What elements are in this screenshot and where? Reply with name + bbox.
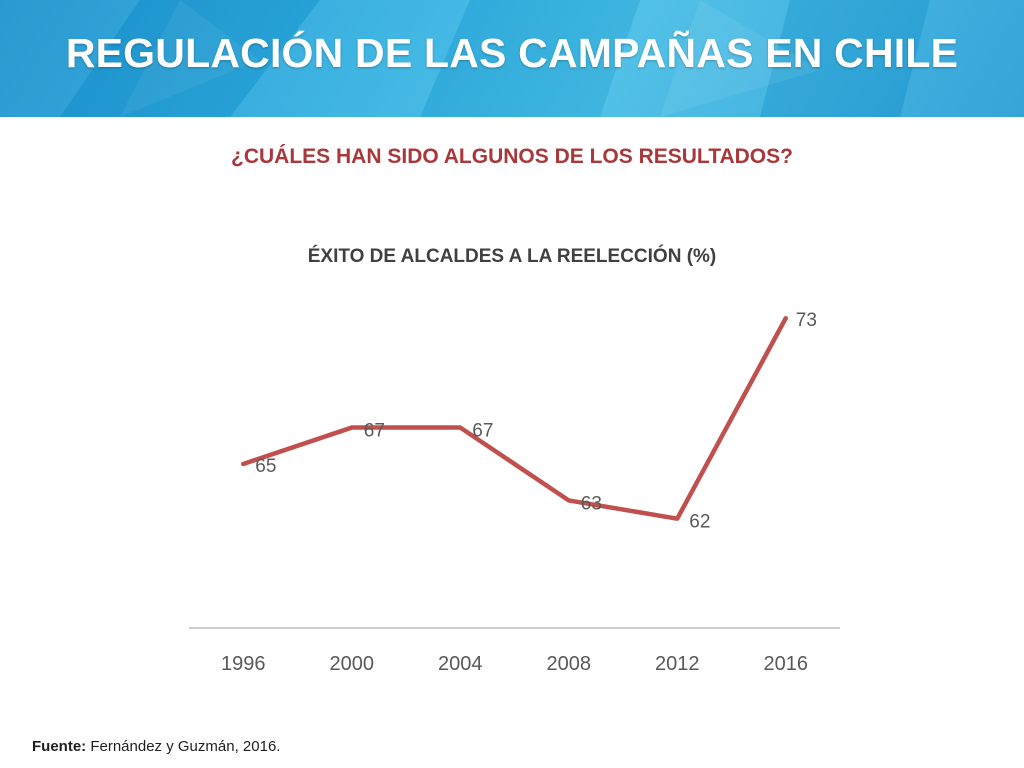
banner-pattern: [0, 0, 1024, 117]
chart-title: ÉXITO DE ALCALDES A LA REELECCIÓN (%): [307, 246, 717, 267]
slide-subtitle: ¿CUÁLES HAN SIDO ALGUNOS DE LOS RESULTAD…: [231, 145, 793, 168]
data-label: 63: [581, 493, 602, 514]
data-label: 73: [796, 310, 817, 331]
header-banner: REGULACIÓN DE LAS CAMPAÑAS EN CHILE: [0, 0, 1024, 117]
x-tick-label: 2016: [764, 653, 809, 675]
source-text: Fernández y Guzmán, 2016.: [90, 738, 281, 755]
series-line: [241, 315, 788, 521]
data-label: 67: [472, 421, 493, 442]
page-title: REGULACIÓN DE LAS CAMPAÑAS EN CHILE: [65, 30, 959, 76]
x-tick-label: 2004: [438, 653, 483, 675]
x-tick-label: 2008: [547, 653, 592, 675]
data-label: 62: [689, 512, 710, 533]
x-tick-label: 1996: [221, 653, 266, 675]
x-tick-label: 2000: [330, 653, 375, 675]
data-label: 65: [255, 456, 276, 477]
source-label: Fuente:: [32, 738, 87, 755]
source-note: Fuente: Fernández y Guzmán, 2016.: [32, 738, 280, 755]
x-tick-label: 2012: [655, 653, 700, 675]
data-label: 67: [364, 421, 385, 442]
